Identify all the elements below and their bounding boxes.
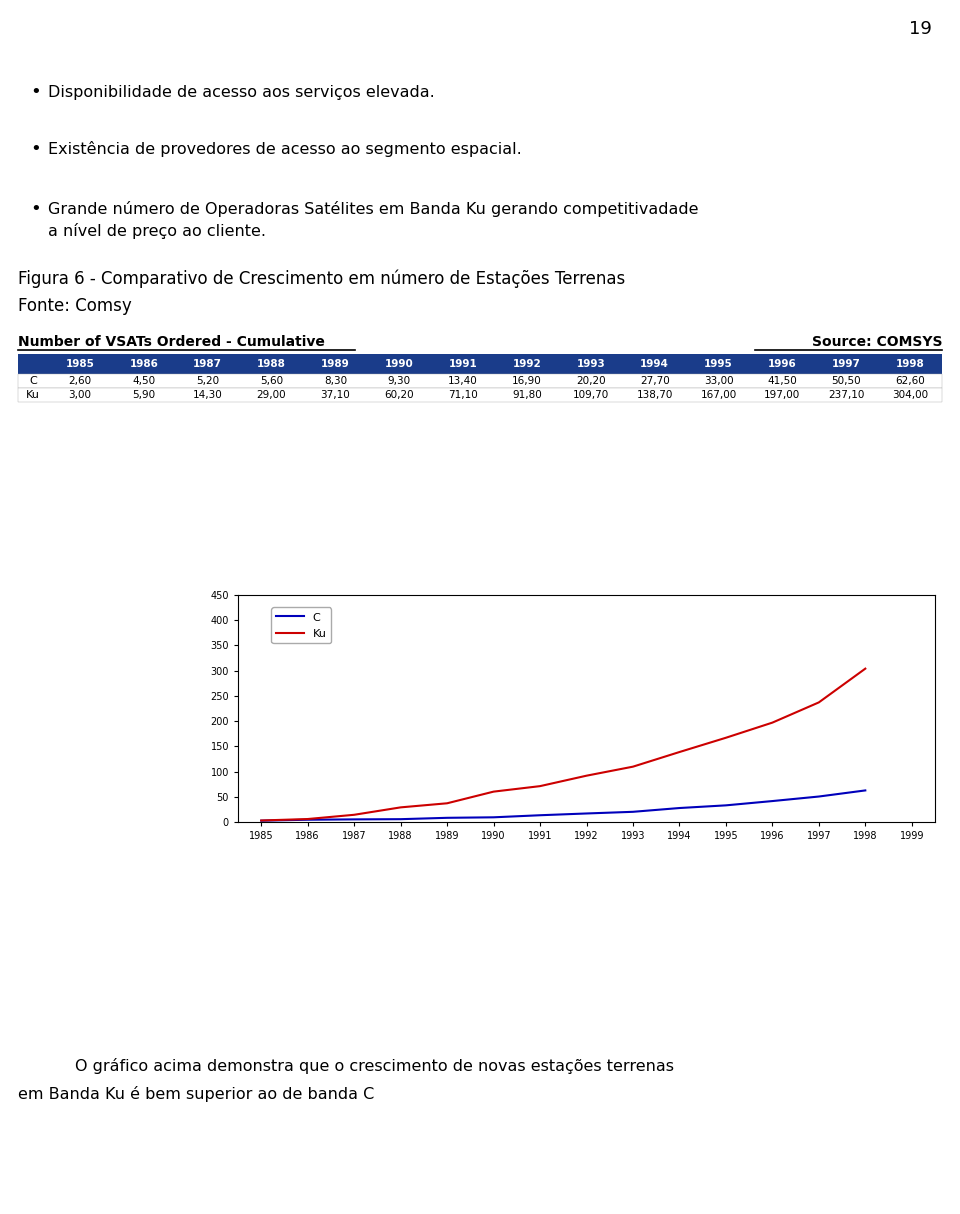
Ku	[581, 768, 592, 783]
Ku	[302, 812, 314, 827]
Text: 16,90: 16,90	[512, 376, 541, 386]
Text: 13,40: 13,40	[448, 376, 478, 386]
C	[488, 810, 499, 824]
Text: 1995: 1995	[704, 359, 732, 369]
Text: 1997: 1997	[831, 359, 861, 369]
Text: Ku: Ku	[26, 390, 40, 399]
Ku	[674, 744, 685, 759]
Text: 1988: 1988	[257, 359, 286, 369]
Ku	[813, 696, 825, 710]
C	[813, 789, 825, 804]
Text: 1985: 1985	[65, 359, 94, 369]
C	[395, 812, 406, 827]
Text: 71,10: 71,10	[448, 390, 478, 399]
Text: 50,50: 50,50	[831, 376, 861, 386]
Text: 1986: 1986	[130, 359, 158, 369]
Text: 167,00: 167,00	[701, 390, 736, 399]
Text: Existência de provedores de acesso ao segmento espacial.: Existência de provedores de acesso ao se…	[48, 141, 521, 157]
Text: 19: 19	[908, 19, 931, 38]
Text: 5,20: 5,20	[196, 376, 219, 386]
Text: 1994: 1994	[640, 359, 669, 369]
Bar	[18, 388, 942, 402]
Text: Fonte: Comsy: Fonte: Comsy	[18, 297, 132, 314]
Ku	[859, 662, 871, 676]
Text: 2,60: 2,60	[68, 376, 91, 386]
Text: 5,90: 5,90	[132, 390, 156, 399]
Text: 1992: 1992	[513, 359, 541, 369]
Text: 237,10: 237,10	[828, 390, 864, 399]
Text: 29,00: 29,00	[256, 390, 286, 399]
Text: 4,50: 4,50	[132, 376, 156, 386]
Text: •: •	[30, 140, 40, 158]
Text: 14,30: 14,30	[193, 390, 223, 399]
Line: Ku: Ku	[261, 669, 865, 821]
Text: 138,70: 138,70	[636, 390, 673, 399]
Text: em Banda Ku é bem superior ao de banda C: em Banda Ku é bem superior ao de banda C	[18, 1087, 374, 1102]
C	[442, 811, 453, 826]
Text: 1990: 1990	[385, 359, 414, 369]
Text: 9,30: 9,30	[388, 376, 411, 386]
Text: C: C	[29, 376, 36, 386]
Legend: C, Ku: C, Ku	[272, 607, 331, 643]
Text: 8,30: 8,30	[324, 376, 347, 386]
Text: 37,10: 37,10	[321, 390, 350, 399]
Text: 1996: 1996	[768, 359, 797, 369]
Ku	[535, 779, 546, 794]
C	[627, 805, 638, 819]
Text: 27,70: 27,70	[639, 376, 669, 386]
C	[535, 809, 546, 823]
C	[720, 798, 732, 812]
C	[302, 812, 314, 827]
Text: 109,70: 109,70	[573, 390, 609, 399]
Text: Number of VSATs Ordered - Cumulative: Number of VSATs Ordered - Cumulative	[18, 335, 324, 348]
Text: 304,00: 304,00	[892, 390, 928, 399]
C	[348, 812, 360, 827]
C	[581, 806, 592, 821]
Bar	[18, 354, 942, 374]
Text: O gráfico acima demonstra que o crescimento de novas estações terrenas: O gráfico acima demonstra que o crescime…	[75, 1057, 674, 1074]
Text: 62,60: 62,60	[895, 376, 924, 386]
Text: Disponibilidade de acesso aos serviços elevada.: Disponibilidade de acesso aos serviços e…	[48, 85, 435, 100]
Text: Grande número de Operadoras Satélites em Banda Ku gerando competitivadade: Grande número de Operadoras Satélites em…	[48, 202, 699, 217]
Text: Source: COMSYS: Source: COMSYS	[811, 335, 942, 348]
Ku	[255, 813, 267, 828]
Ku	[488, 784, 499, 799]
Ku	[767, 715, 779, 730]
Text: a nível de preço ao cliente.: a nível de preço ao cliente.	[48, 223, 266, 239]
Text: 20,20: 20,20	[576, 376, 606, 386]
Text: 41,50: 41,50	[767, 376, 797, 386]
C	[767, 794, 779, 809]
C	[674, 801, 685, 816]
Ku	[442, 796, 453, 811]
Text: 60,20: 60,20	[384, 390, 414, 399]
Text: •: •	[30, 200, 40, 219]
Text: •: •	[30, 83, 40, 101]
Ku	[627, 760, 638, 775]
Text: 3,00: 3,00	[68, 390, 91, 399]
Text: Figura 6 - Comparativo de Crescimento em número de Estações Terrenas: Figura 6 - Comparativo de Crescimento em…	[18, 270, 625, 288]
C	[859, 783, 871, 798]
Ku	[720, 731, 732, 745]
Text: 33,00: 33,00	[704, 376, 733, 386]
Text: 1998: 1998	[896, 359, 924, 369]
Text: 91,80: 91,80	[512, 390, 541, 399]
Text: 1993: 1993	[576, 359, 605, 369]
Text: 5,60: 5,60	[260, 376, 283, 386]
C	[255, 813, 267, 828]
Bar	[18, 374, 942, 388]
Line: C: C	[261, 790, 865, 821]
Ku	[348, 807, 360, 822]
Text: 1991: 1991	[448, 359, 477, 369]
Ku	[395, 800, 406, 815]
Text: 197,00: 197,00	[764, 390, 801, 399]
Text: 1987: 1987	[193, 359, 222, 369]
Text: 1989: 1989	[321, 359, 349, 369]
